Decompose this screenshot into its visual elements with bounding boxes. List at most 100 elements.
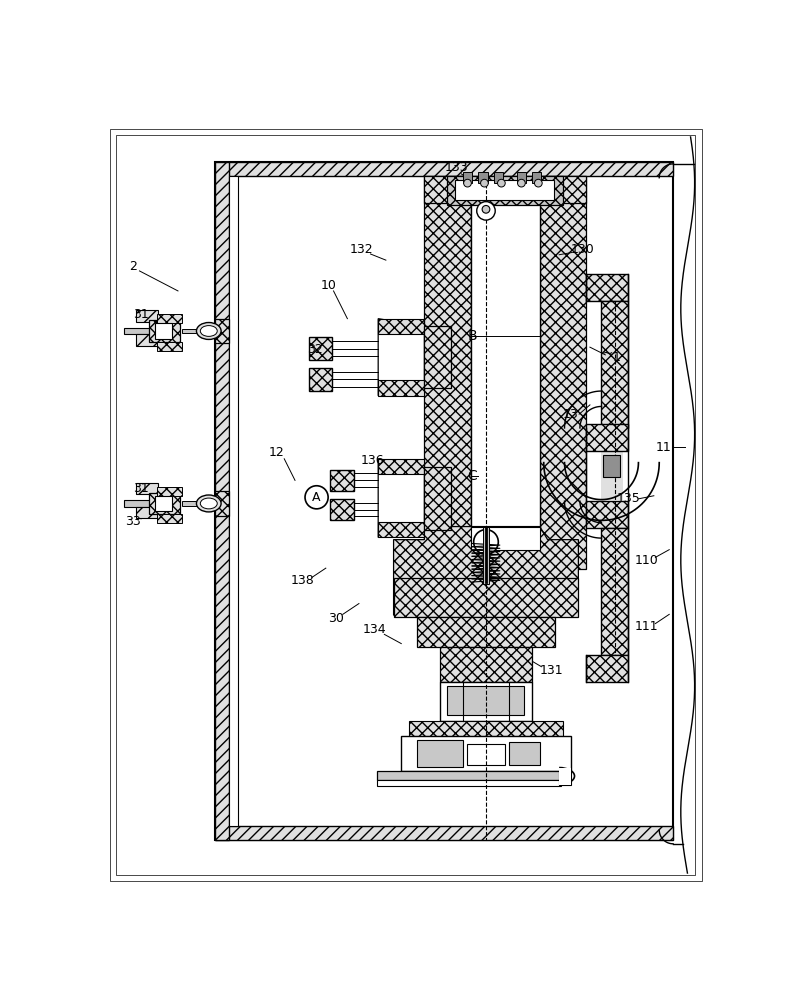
Bar (463, 172, 472, 183)
Polygon shape (379, 319, 425, 396)
Circle shape (481, 179, 489, 187)
Bar (155, 496, 172, 511)
Text: ∼: ∼ (602, 346, 614, 360)
Bar (157, 487, 182, 496)
Bar (509, 742, 540, 765)
Ellipse shape (196, 323, 221, 339)
Text: 110: 110 (634, 554, 658, 567)
Bar (417, 740, 463, 767)
Text: 130: 130 (570, 243, 594, 256)
Bar (540, 176, 586, 569)
Bar (440, 682, 532, 721)
Bar (586, 424, 628, 451)
Bar (215, 162, 673, 840)
Bar (157, 342, 182, 351)
Polygon shape (379, 459, 425, 537)
Text: 134: 134 (363, 623, 386, 636)
Bar (149, 320, 180, 342)
Polygon shape (559, 771, 571, 785)
Text: 30: 30 (328, 612, 344, 625)
Bar (124, 500, 164, 507)
Bar (157, 314, 182, 323)
Bar (455, 180, 554, 200)
Circle shape (482, 205, 489, 213)
Polygon shape (394, 527, 578, 615)
Bar (379, 319, 425, 334)
Bar (402, 736, 571, 771)
Ellipse shape (200, 498, 217, 509)
Bar (483, 527, 489, 584)
Text: 135: 135 (616, 492, 640, 505)
Bar (425, 176, 586, 203)
Bar (470, 527, 540, 550)
Bar (493, 172, 503, 183)
Bar (157, 514, 182, 523)
Bar (379, 380, 425, 396)
Text: 32: 32 (307, 343, 323, 356)
Bar (309, 337, 332, 360)
Text: 31: 31 (133, 308, 149, 321)
Text: 33: 33 (125, 515, 141, 528)
Text: 131: 131 (539, 664, 563, 677)
Bar (478, 172, 488, 183)
Bar (532, 172, 542, 183)
Bar (182, 329, 214, 333)
Bar (417, 617, 555, 647)
Circle shape (477, 202, 495, 220)
Bar (447, 686, 524, 715)
Circle shape (517, 179, 525, 187)
Bar (136, 483, 158, 494)
Text: 136: 136 (360, 454, 384, 467)
Ellipse shape (196, 495, 221, 512)
Bar (377, 780, 562, 786)
Bar (559, 768, 571, 785)
Bar (136, 310, 158, 322)
Bar (149, 493, 180, 514)
Bar (425, 466, 451, 530)
Bar (377, 771, 562, 780)
Text: 1: 1 (613, 351, 621, 364)
Text: 133: 133 (445, 161, 469, 174)
Text: 2: 2 (129, 260, 137, 273)
Text: B: B (467, 329, 477, 343)
Bar (601, 301, 628, 428)
Bar (155, 323, 172, 339)
Bar (447, 176, 563, 205)
Bar (136, 507, 158, 518)
Circle shape (305, 486, 328, 509)
Bar (330, 499, 353, 520)
Bar (409, 721, 563, 736)
Bar (215, 491, 229, 516)
Bar (601, 528, 628, 655)
Text: 11: 11 (655, 441, 671, 454)
Bar (470, 203, 540, 527)
Bar (516, 172, 526, 183)
Text: 111: 111 (634, 620, 658, 633)
Bar (379, 459, 425, 474)
Bar (586, 274, 628, 301)
Text: 138: 138 (291, 574, 314, 587)
Text: 13: 13 (563, 408, 578, 421)
Bar (425, 326, 451, 388)
Text: 12: 12 (268, 446, 284, 459)
Text: 132: 132 (349, 243, 373, 256)
Bar (215, 319, 229, 343)
Bar (440, 647, 532, 682)
Bar (124, 328, 164, 334)
Ellipse shape (200, 326, 217, 336)
Bar (229, 176, 238, 826)
Circle shape (497, 179, 505, 187)
Bar (586, 655, 628, 682)
Bar (425, 176, 470, 615)
Bar (215, 162, 229, 840)
Bar (603, 455, 620, 477)
Bar (330, 470, 353, 491)
Bar (215, 826, 673, 840)
Circle shape (474, 530, 498, 554)
Text: C: C (467, 469, 477, 483)
Polygon shape (601, 426, 623, 500)
Bar (309, 368, 332, 391)
Text: 31: 31 (133, 482, 149, 495)
Bar (586, 501, 628, 528)
Bar (466, 744, 505, 765)
